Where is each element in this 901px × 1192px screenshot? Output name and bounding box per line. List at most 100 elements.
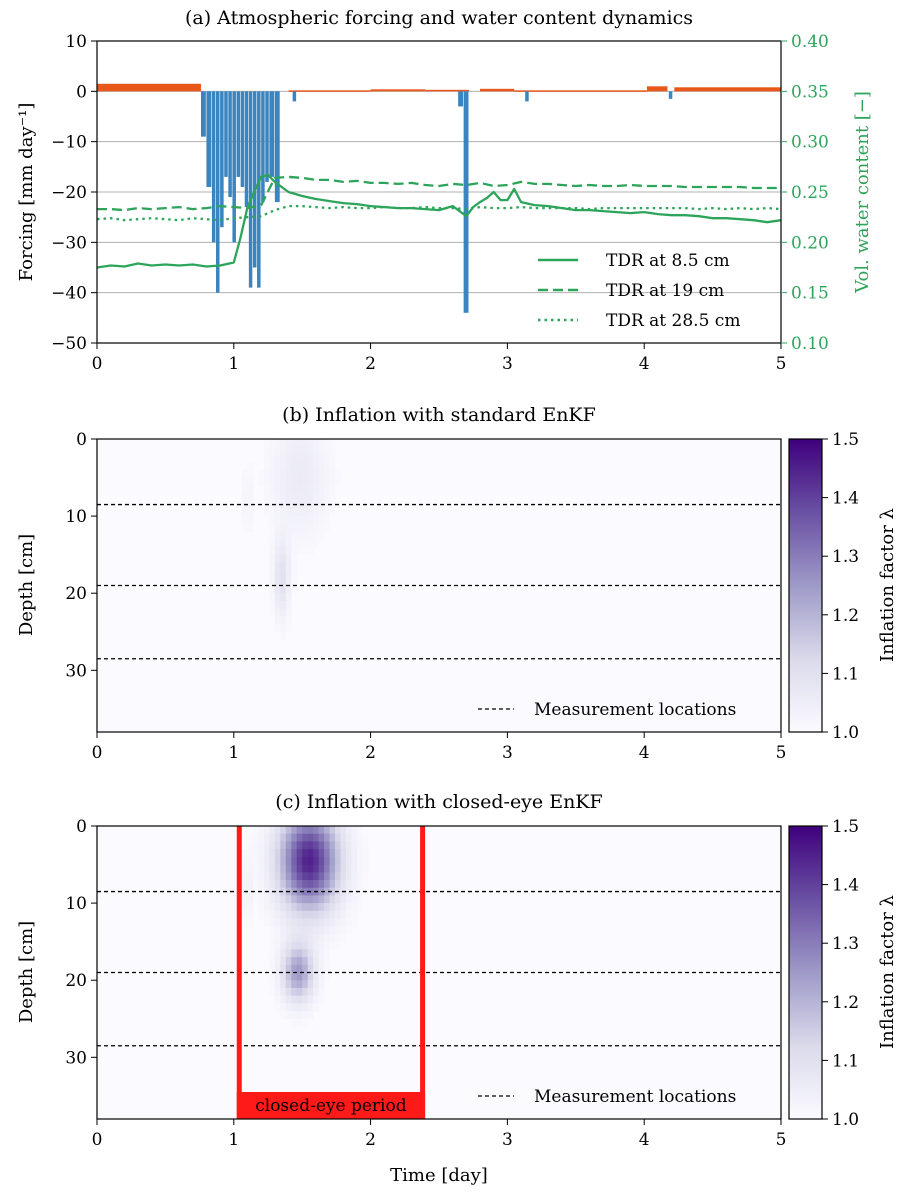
heatmap-cell bbox=[291, 577, 298, 586]
heatmap-cell bbox=[324, 516, 331, 525]
heatmap-cell bbox=[296, 933, 303, 943]
heatmap-cell bbox=[296, 926, 303, 935]
heatmap-cell bbox=[280, 477, 287, 486]
heatmap-cell bbox=[307, 941, 314, 950]
panel-c-colorbar-ticks: 1.5 1.4 1.3 1.2 1.1 1.0 bbox=[822, 817, 859, 1130]
heatmap-cell bbox=[351, 910, 358, 919]
heatmap-cell bbox=[291, 972, 298, 981]
heatmap-cell bbox=[351, 849, 358, 858]
heatmap-cell bbox=[351, 856, 358, 865]
heatmap-cell bbox=[263, 462, 270, 471]
heatmap-cell bbox=[274, 577, 281, 586]
heatmap-cell bbox=[291, 516, 298, 525]
heatmap-cell bbox=[280, 462, 287, 471]
heatmap-cell bbox=[307, 949, 314, 958]
heatmap-cell bbox=[291, 957, 298, 966]
heatmap-cell bbox=[280, 910, 287, 919]
heatmap-cell bbox=[307, 957, 314, 966]
precipitation-bar bbox=[240, 91, 245, 187]
heatmap-cell bbox=[274, 446, 281, 455]
x-tick-label: 4 bbox=[639, 743, 650, 763]
precipitation-bar bbox=[224, 91, 228, 177]
evaporation-bar bbox=[288, 90, 371, 92]
heatmap-cell bbox=[269, 910, 276, 919]
panel-c-y-ticks: 0 10 20 30 bbox=[65, 817, 97, 1068]
heatmap-cell bbox=[280, 516, 287, 525]
evaporation-bar bbox=[480, 88, 515, 92]
heatmap-cell bbox=[313, 895, 320, 904]
heatmap-cell bbox=[269, 593, 276, 602]
heatmap-cell bbox=[274, 849, 281, 858]
heatmap-cell bbox=[324, 880, 331, 889]
heatmap-cell bbox=[274, 493, 281, 502]
heatmap-cell bbox=[335, 864, 341, 873]
heatmap-cell bbox=[340, 849, 347, 858]
panel-a-x-tick-label: 0 bbox=[92, 354, 103, 374]
heatmap-cell bbox=[351, 918, 358, 927]
heatmap-cell bbox=[313, 995, 320, 1004]
heatmap-cell bbox=[307, 539, 314, 548]
heatmap-cell bbox=[285, 833, 292, 842]
heatmap-cell bbox=[285, 523, 292, 532]
heatmap-cell bbox=[291, 995, 298, 1004]
heatmap-cell bbox=[362, 864, 369, 873]
heatmap-cell bbox=[324, 439, 331, 448]
heatmap-cell bbox=[307, 508, 314, 517]
heatmap-cell bbox=[307, 864, 314, 873]
heatmap-cell bbox=[340, 841, 347, 850]
heatmap-cell bbox=[313, 941, 320, 950]
precipitation-bar bbox=[668, 91, 673, 99]
panel-c-colorbar-bar bbox=[788, 825, 823, 1120]
heatmap-cell bbox=[258, 880, 265, 889]
heatmap-cell bbox=[247, 493, 254, 502]
precipitation-bar bbox=[220, 91, 224, 228]
precipitation-bar bbox=[228, 91, 232, 198]
heatmap-cell bbox=[285, 910, 292, 919]
heatmap-cell bbox=[263, 895, 270, 904]
heatmap-cell bbox=[280, 554, 287, 563]
heatmap-cell bbox=[302, 910, 309, 919]
heatmap-cell bbox=[280, 995, 287, 1004]
heatmap-cell bbox=[313, 987, 320, 997]
heatmap-cell bbox=[269, 826, 276, 835]
heatmap-cell bbox=[274, 523, 281, 532]
heatmap-cell bbox=[302, 918, 309, 927]
heatmap-cell bbox=[329, 439, 336, 448]
heatmap-cell bbox=[258, 469, 265, 478]
heatmap-cell bbox=[329, 833, 336, 842]
heatmap-cell bbox=[329, 903, 336, 912]
heatmap-cell bbox=[242, 508, 248, 517]
y-tick-label: 0 bbox=[76, 817, 87, 837]
panel-c-legend: Measurement locations bbox=[478, 1087, 736, 1107]
heatmap-cell bbox=[247, 516, 254, 525]
heatmap-cell bbox=[307, 918, 314, 927]
heatmap-cell bbox=[318, 926, 325, 935]
heatmap-cell bbox=[313, 531, 320, 540]
panel-b-colorbar-ticks: 1.5 1.4 1.3 1.2 1.1 1.0 bbox=[822, 430, 859, 743]
heatmap-cell bbox=[285, 980, 292, 989]
heatmap-cell bbox=[242, 864, 248, 873]
heatmap-cell bbox=[269, 972, 276, 981]
panel-a-x-tick-label: 2 bbox=[365, 354, 376, 374]
heatmap-cell bbox=[253, 880, 259, 889]
heatmap-cell bbox=[247, 485, 254, 494]
x-tick-label: 0 bbox=[92, 743, 103, 763]
heatmap-cell bbox=[318, 995, 325, 1004]
heatmap-cell bbox=[313, 485, 320, 494]
heatmap-cell bbox=[302, 439, 309, 448]
heatmap-cell bbox=[302, 493, 309, 502]
heatmap-cell bbox=[280, 957, 287, 966]
heatmap-cell bbox=[307, 833, 314, 842]
heatmap-cell bbox=[253, 856, 259, 865]
heatmap-cell bbox=[362, 872, 369, 881]
heatmap-cell bbox=[280, 531, 287, 540]
x-tick-label: 2 bbox=[365, 743, 376, 763]
heatmap-cell bbox=[247, 880, 254, 889]
colorbar-tick-label: 1.1 bbox=[832, 664, 859, 684]
heatmap-cell bbox=[307, 933, 314, 943]
heatmap-cell bbox=[285, 972, 292, 981]
heatmap-cell bbox=[356, 833, 363, 842]
heatmap-cell bbox=[335, 469, 341, 478]
colorbar-tick-label: 1.2 bbox=[832, 993, 859, 1013]
heatmap-cell bbox=[340, 926, 347, 935]
